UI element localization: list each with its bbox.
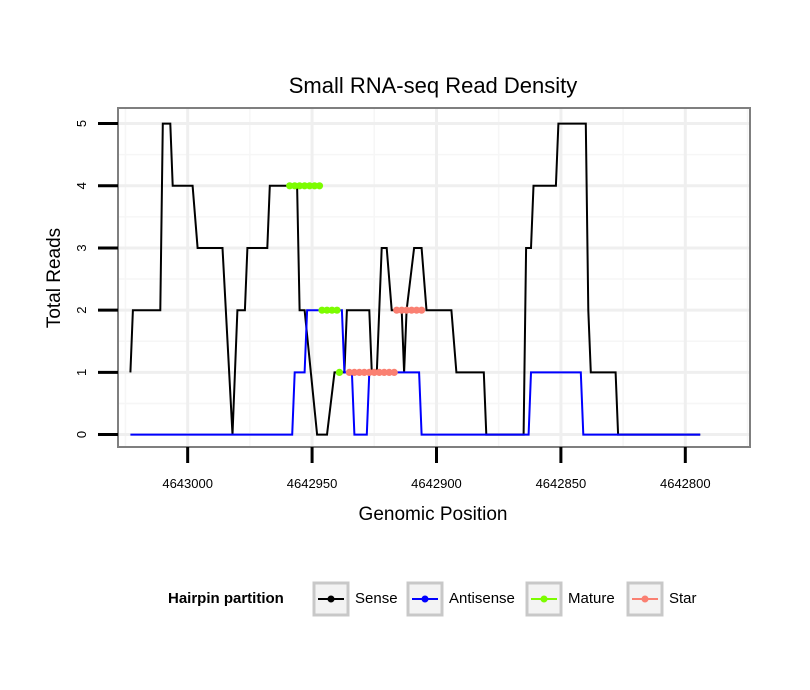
y-axis-label: Total Reads <box>44 228 65 328</box>
x-tick-label: 4642800 <box>660 476 711 491</box>
series-point-star <box>418 306 426 314</box>
legend-title: Hairpin partition <box>168 590 284 607</box>
y-tick-label: 3 <box>74 244 89 251</box>
axes: 4643000 4642950 4642900 4642850 4642800 0 1 2 3 4… <box>74 120 711 491</box>
y-tick-label: 2 <box>74 307 89 314</box>
series-line-antisense <box>130 309 701 436</box>
y-tick-label: 5 <box>74 120 89 127</box>
series-point-mature <box>306 182 314 190</box>
series-point-star <box>385 368 393 376</box>
series-point-mature <box>286 182 294 190</box>
series-point-mature <box>296 182 304 190</box>
y-tick-label: 4 <box>74 182 89 189</box>
legend-label: Antisense <box>449 590 515 607</box>
plot-frame <box>117 107 751 448</box>
series-point-star <box>365 368 373 376</box>
series-point-star <box>345 368 353 376</box>
series-point-mature <box>335 368 343 376</box>
legend-key-dot <box>540 595 548 603</box>
series-point-star <box>390 368 398 376</box>
series-point-mature <box>333 306 341 314</box>
series-point-star <box>380 368 388 376</box>
series-point-mature <box>328 306 336 314</box>
series-point-star <box>350 368 358 376</box>
series-point-star <box>408 306 416 314</box>
series-point-star <box>413 306 421 314</box>
x-tick-label: 4642900 <box>411 476 462 491</box>
legend-label: Star <box>669 590 697 607</box>
legend-key-dot <box>421 595 429 603</box>
x-tick-label: 4643000 <box>162 476 213 491</box>
legend-label: Mature <box>568 590 615 607</box>
chart-title: Small RNA-seq Read Density <box>289 73 578 98</box>
series-point-star <box>370 368 378 376</box>
series-point-mature <box>315 182 324 190</box>
legend-key-dot <box>327 595 335 603</box>
grid <box>118 108 750 447</box>
plot-series <box>129 122 701 436</box>
x-tick-label: 4642850 <box>536 476 587 491</box>
legend: Hairpin partition Sense Antisense Mature St… <box>168 581 697 617</box>
series-point-star <box>360 368 368 376</box>
series-point-mature <box>301 182 309 190</box>
series-point-star <box>403 306 411 314</box>
y-tick-label: 0 <box>74 431 89 438</box>
x-axis-label: Genomic Position <box>359 504 508 525</box>
legend-label: Sense <box>355 590 398 607</box>
x-tick-label: 4642950 <box>287 476 338 491</box>
series-point-star <box>393 306 401 314</box>
y-tick-label: 1 <box>74 369 89 376</box>
series-point-mature <box>318 306 326 314</box>
series-point-mature <box>323 306 331 314</box>
legend-key-dot <box>641 595 649 603</box>
